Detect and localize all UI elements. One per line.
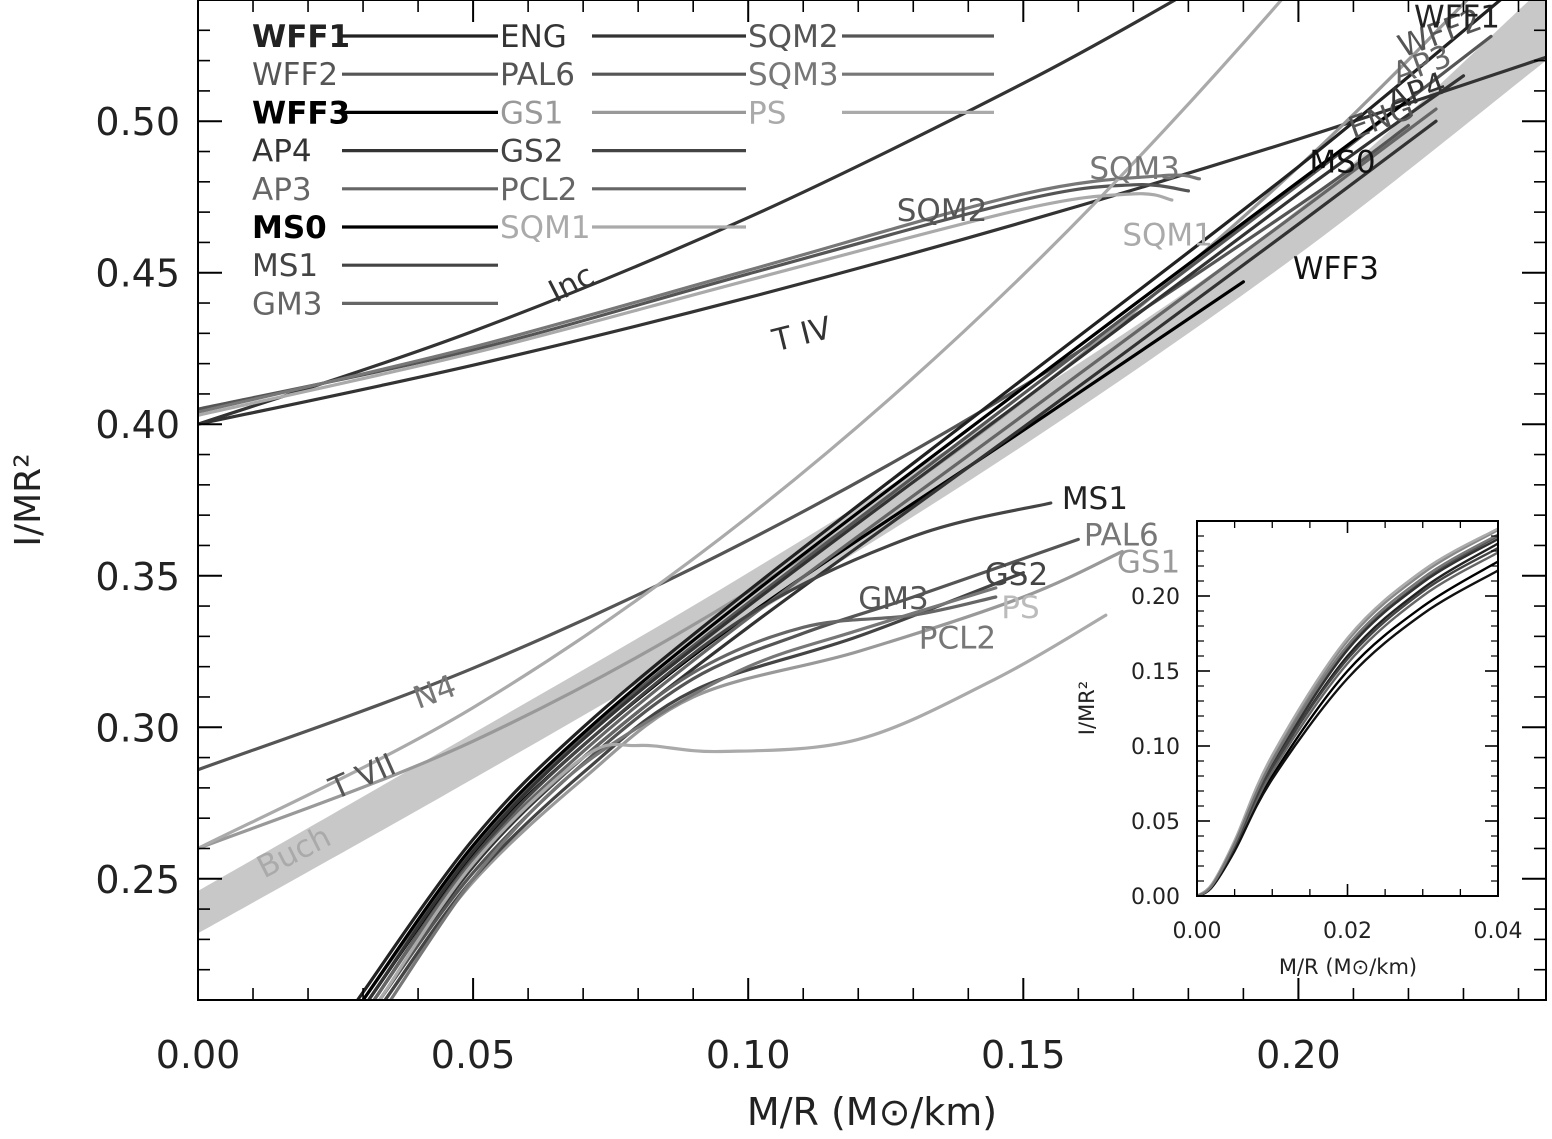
y-tick-label: 0.50: [95, 100, 180, 144]
legend-label-sqm1: SQM1: [500, 210, 591, 246]
series-line-t-iv: [198, 55, 1546, 426]
inset-x-axis-label: M/R (M⊙/km): [1279, 955, 1417, 979]
y-tick-label: 0.25: [95, 858, 180, 902]
legend-label-wff2: WFF2: [252, 57, 338, 93]
series-line-sqm1: [198, 192, 1174, 417]
inset-x-tick-label: 0.00: [1173, 919, 1222, 944]
legend-label-pcl2: PCL2: [500, 172, 577, 208]
curve-label-ms1: MS1: [1062, 481, 1128, 517]
curve-label-gs2: GS2: [985, 557, 1048, 593]
y-tick-label: 0.30: [95, 706, 180, 750]
series-line-pcl2: [389, 586, 998, 1000]
inset-x-tick-label: 0.02: [1323, 919, 1372, 944]
curve-label-wff1: WFF1: [1414, 0, 1500, 35]
series-line-ms0: [361, 98, 1410, 1000]
curve-label-sqm1: SQM1: [1122, 217, 1213, 253]
x-tick-label: 0.15: [981, 1033, 1066, 1077]
series-line-buch: [198, 0, 1284, 851]
x-tick-label: 0.10: [706, 1033, 791, 1077]
legend-label-pal6: PAL6: [500, 57, 575, 93]
inset-plot: 0.00 0.02 0.04 0.00 0.05 0.10 0.15 0.20 M/R (M⊙…: [1075, 520, 1523, 979]
series-line-n4: [198, 123, 1410, 772]
legend-label-ap3: AP3: [252, 172, 312, 208]
series-line-wff1: [356, 0, 1503, 1000]
curve-label-wff3: WFF3: [1293, 251, 1379, 287]
curve-label-pcl2: PCL2: [919, 620, 996, 656]
series-line-ps: [378, 613, 1108, 1000]
legend-label-ap4: AP4: [252, 134, 312, 170]
y-axis-label: I/MR²: [8, 453, 49, 546]
curve-label-gs1: GS1: [1117, 545, 1180, 581]
series-line-inc: [198, 0, 1179, 426]
x-tick-label: 0.20: [1256, 1033, 1341, 1077]
curve-label-pal6: PAL6: [1084, 517, 1159, 553]
inset-y-tick-label: 0.15: [1131, 660, 1180, 685]
legend-label-ms0: MS0: [252, 210, 327, 246]
x-tick-label: 0.00: [156, 1033, 241, 1077]
curve-label-sqm3: SQM3: [1089, 151, 1180, 187]
legend-label-gs2: GS2: [500, 134, 563, 170]
curve-label-sqm2: SQM2: [897, 193, 988, 229]
inset-y-tick-label: 0.20: [1131, 585, 1180, 610]
inset-series-line: [1197, 533, 1498, 896]
y-tick-label: 0.35: [95, 555, 180, 599]
y-tick-label: 0.40: [95, 403, 180, 447]
curve-label-ps: PS: [1001, 590, 1039, 626]
legend-label-ps: PS: [748, 95, 786, 131]
legend-label-gm3: GM3: [252, 286, 323, 322]
y-tick-label: 0.45: [95, 252, 180, 296]
inset-y-tick-label: 0.05: [1131, 810, 1180, 835]
legend-label-eng: ENG: [500, 19, 567, 55]
legend-label-gs1: GS1: [500, 95, 563, 131]
curve-label-gm3: GM3: [858, 581, 929, 617]
inset-y-tick-label: 0.10: [1131, 735, 1180, 760]
series-line-pal6: [378, 537, 1080, 1000]
legend-label-wff3: WFF3: [252, 95, 350, 131]
legend-label-ms1: MS1: [252, 248, 318, 284]
series-line-gs1: [383, 549, 1124, 1000]
series-line-ap4: [367, 74, 1466, 1000]
inset-y-axis-label: I/MR²: [1075, 681, 1099, 735]
inset-x-tick-label: 0.04: [1474, 919, 1523, 944]
curve-label-ms0: MS0: [1309, 145, 1375, 181]
series-line-wff2: [361, 34, 1493, 1000]
x-axis-label: M/R (M⊙/km): [747, 1090, 997, 1134]
legend-label-wff1: WFF1: [252, 19, 350, 55]
legend-label-sqm2: SQM2: [748, 19, 839, 55]
inset-y-tick-label: 0.00: [1131, 885, 1180, 910]
shaded-band: [198, 0, 1546, 934]
series-line-eng: [378, 119, 1438, 1000]
series-line-sqm3: [198, 173, 1201, 414]
x-tick-label: 0.05: [431, 1033, 516, 1077]
legend-label-sqm3: SQM3: [748, 57, 839, 93]
